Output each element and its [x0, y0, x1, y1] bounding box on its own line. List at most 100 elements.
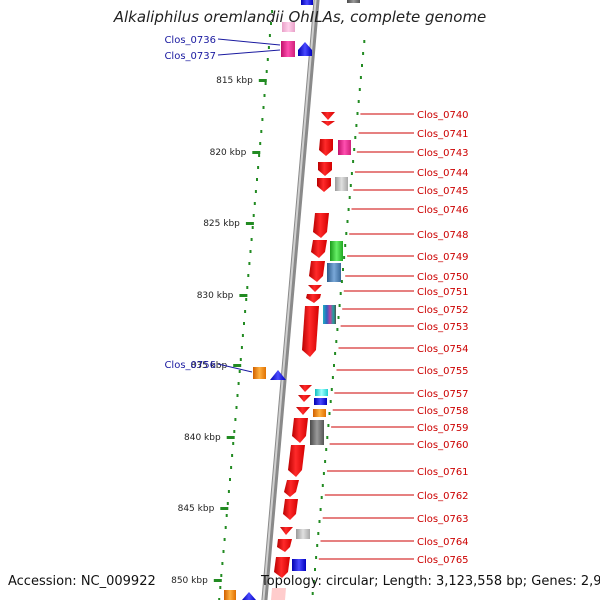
feature-clos-0760[interactable]	[310, 420, 324, 445]
gene-label-left[interactable]: Clos_0737	[164, 51, 216, 62]
feature-clos-0765[interactable]	[292, 559, 306, 571]
cds-clos-0750[interactable]	[309, 261, 325, 282]
cds-clos-0745[interactable]	[317, 178, 331, 192]
gene-label-right[interactable]: Clos_0741	[417, 129, 469, 140]
gene-clos-0737[interactable]	[281, 41, 295, 57]
outer-ring-dot	[264, 82, 267, 85]
cds-clos-0754[interactable]	[302, 306, 319, 357]
inner-ring-dot	[316, 544, 319, 547]
outer-ring-dot	[222, 550, 225, 553]
cds-clos-0759[interactable]	[296, 407, 310, 415]
inner-ring-dot	[358, 88, 361, 91]
inner-ring-dot	[318, 520, 321, 523]
outer-ring-dot	[243, 322, 245, 325]
gene-blue-arrow-c[interactable]	[242, 592, 256, 600]
gene-label-right[interactable]: Clos_0746	[417, 205, 469, 216]
gene-label-right[interactable]: Clos_0749	[417, 252, 469, 263]
inner-ring-dot	[317, 532, 320, 535]
inner-ring-dot	[330, 388, 333, 391]
cds-clos-0764a[interactable]	[280, 527, 293, 535]
gene-label-right[interactable]: Clos_0760	[417, 440, 469, 451]
gene-clos-0736[interactable]	[282, 22, 295, 32]
inner-ring-dot	[329, 400, 332, 403]
outer-ring-dot	[258, 154, 261, 157]
accession-text: Accession: NC_009922	[8, 574, 156, 589]
cds-clos-0762[interactable]	[284, 480, 299, 497]
gene-label-right[interactable]: Clos_0757	[417, 389, 469, 400]
outer-ring-dot	[224, 526, 227, 529]
cds-clos-0751[interactable]	[308, 285, 322, 292]
gene-label-right[interactable]: Clos_0764	[417, 537, 469, 548]
outer-ring-dot	[237, 382, 240, 385]
cds-bottom[interactable]	[271, 588, 286, 600]
outer-ring-dot	[220, 574, 223, 577]
gene-label-right[interactable]: Clos_0740	[417, 110, 469, 121]
inner-ring-dot	[333, 364, 335, 367]
gene-label-right[interactable]: Clos_0743	[417, 148, 469, 159]
gene-label-right[interactable]: Clos_0765	[417, 555, 469, 566]
inner-ring-dot	[335, 340, 338, 343]
gene-label-left[interactable]: Clos_0756	[164, 360, 216, 371]
gene-label-right[interactable]: Clos_0751	[417, 287, 469, 298]
gene-label-right[interactable]: Clos_0762	[417, 491, 469, 502]
gene-label-right[interactable]: Clos_0753	[417, 322, 469, 333]
gene-label-right[interactable]: Clos_0755	[417, 366, 469, 377]
cds-clos-0740[interactable]	[321, 112, 335, 120]
gene-label-right[interactable]: Clos_0750	[417, 272, 469, 283]
feature-clos-0757[interactable]	[315, 389, 328, 396]
left-gene-labels: Clos_0736 Clos_0737 Clos_0756	[164, 35, 281, 373]
feature-clos-0745[interactable]	[335, 177, 348, 191]
cds-clos-0764b[interactable]	[277, 539, 292, 552]
gene-label-right[interactable]: Clos_0752	[417, 305, 469, 316]
inner-ring-dot	[334, 352, 337, 355]
gene-orange-0756[interactable]	[253, 367, 266, 379]
feature-clos-0750[interactable]	[327, 263, 341, 282]
feature-clos-0764[interactable]	[296, 529, 310, 539]
feature-top-gray[interactable]	[347, 0, 360, 3]
gene-orange-bottom[interactable]	[224, 590, 236, 600]
reverse-strand-genes	[224, 0, 313, 600]
inner-ring-dot	[314, 568, 316, 571]
scale-tick-mark	[226, 436, 235, 439]
cds-clos-0744[interactable]	[318, 162, 332, 176]
feature-clos-0753[interactable]	[323, 305, 336, 324]
inner-ring-ticks	[311, 40, 366, 595]
gene-label-right[interactable]: Clos_0761	[417, 467, 469, 478]
outer-ring-dot	[267, 46, 270, 49]
feature-clos-0749[interactable]	[330, 241, 343, 261]
gene-label-right[interactable]: Clos_0759	[417, 423, 469, 434]
scale-tick-label: 825 kbp	[203, 219, 240, 229]
gene-label-right[interactable]: Clos_0748	[417, 230, 469, 241]
outer-ring-dot	[235, 406, 238, 409]
cds-clos-0761[interactable]	[288, 445, 305, 477]
cds-clos-0743[interactable]	[319, 139, 333, 156]
right-gene-labels: Clos_0740 Clos_0741 Clos_0743 Clos_0744 Clos…	[318, 110, 469, 566]
gene-label-right[interactable]: Clos_0754	[417, 344, 469, 355]
feature-clos-0743[interactable]	[338, 140, 351, 155]
outer-ring-dot	[270, 22, 272, 25]
gene-blue-arrow-a[interactable]	[298, 42, 312, 56]
gene-label-right[interactable]: Clos_0758	[417, 406, 469, 417]
gene-label-right[interactable]: Clos_0745	[417, 186, 469, 197]
cds-clos-0765[interactable]	[274, 557, 290, 578]
outer-ring-dot	[254, 190, 257, 193]
gene-label-right[interactable]: Clos_0763	[417, 514, 469, 525]
feature-clos-0758[interactable]	[314, 398, 327, 405]
cds-clos-0749[interactable]	[311, 240, 327, 258]
gene-label-right[interactable]: Clos_0744	[417, 168, 469, 179]
label-leader-line	[217, 49, 281, 56]
gene-blue-arrow-b[interactable]	[270, 370, 286, 380]
cds-clos-0748[interactable]	[313, 213, 329, 238]
cds-clos-0763[interactable]	[283, 499, 298, 520]
gene-label-left[interactable]: Clos_0736	[164, 35, 216, 46]
cds-clos-0757[interactable]	[299, 385, 312, 392]
outer-ring-dot	[247, 274, 250, 277]
gene-top-blue[interactable]	[301, 0, 313, 5]
cds-clos-0741[interactable]	[321, 121, 335, 126]
cds-clos-0758[interactable]	[298, 395, 311, 402]
scale-tick-mark	[213, 579, 222, 582]
outer-ring-dot	[219, 586, 222, 589]
feature-clos-0759[interactable]	[313, 409, 326, 417]
cds-clos-0752[interactable]	[306, 294, 321, 303]
cds-clos-0760[interactable]	[292, 418, 308, 443]
